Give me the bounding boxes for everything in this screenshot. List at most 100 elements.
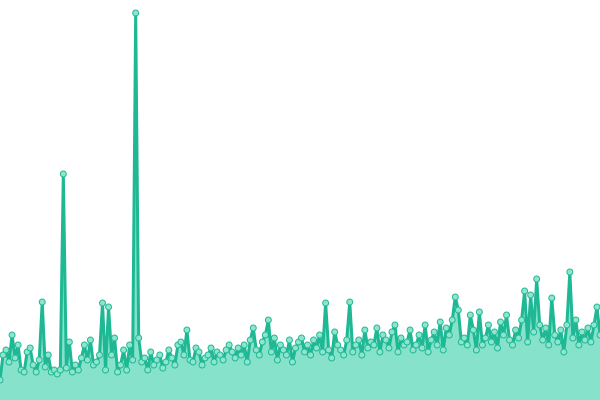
point (147, 348, 155, 356)
point (5, 358, 13, 366)
point (162, 358, 170, 366)
point (487, 338, 495, 346)
point (177, 338, 185, 346)
point (424, 348, 432, 356)
point (144, 366, 152, 374)
point (153, 356, 161, 364)
point (282, 351, 290, 359)
point (95, 351, 103, 359)
point (171, 361, 179, 369)
point (129, 356, 137, 364)
point (316, 331, 324, 339)
point (207, 344, 215, 352)
point (560, 348, 568, 356)
point (557, 326, 565, 334)
point (29, 361, 37, 369)
point (216, 351, 224, 359)
point (38, 298, 46, 306)
point (581, 336, 589, 344)
point (578, 328, 586, 336)
point (545, 341, 553, 349)
point (493, 344, 501, 352)
point (382, 336, 390, 344)
point (108, 351, 116, 359)
point (337, 346, 345, 354)
point (261, 331, 269, 339)
point (237, 351, 245, 359)
point (258, 338, 266, 346)
point (530, 328, 538, 336)
point (132, 9, 140, 17)
point (539, 336, 547, 344)
point (243, 358, 251, 366)
point (439, 346, 447, 354)
point (83, 356, 91, 364)
point (397, 334, 405, 342)
area-fill (0, 13, 600, 400)
point (32, 368, 40, 376)
point (198, 361, 206, 369)
point (65, 338, 73, 346)
point (120, 346, 128, 354)
point (165, 346, 173, 354)
point (518, 316, 526, 324)
point (334, 341, 342, 349)
point (92, 358, 100, 366)
point (554, 338, 562, 346)
point (255, 351, 263, 359)
point (385, 344, 393, 352)
point (575, 341, 583, 349)
point (68, 368, 76, 376)
point (524, 338, 532, 346)
point (391, 321, 399, 329)
point (346, 298, 354, 306)
point (304, 341, 312, 349)
point (276, 341, 284, 349)
point (222, 346, 230, 354)
point (288, 358, 296, 366)
point (340, 351, 348, 359)
point (460, 334, 468, 342)
point (584, 324, 592, 332)
point (62, 364, 70, 372)
point (264, 316, 272, 324)
point (240, 341, 248, 349)
point (117, 361, 125, 369)
point (454, 306, 462, 314)
point (331, 328, 339, 336)
point (481, 334, 489, 342)
point (8, 331, 16, 339)
point (445, 331, 453, 339)
point (35, 356, 43, 364)
point (150, 361, 158, 369)
point (159, 364, 167, 372)
point (74, 366, 82, 374)
point (105, 303, 113, 311)
point (433, 341, 441, 349)
point (373, 324, 381, 332)
point (71, 361, 79, 369)
point (99, 299, 107, 307)
point (111, 334, 119, 342)
point (596, 331, 600, 339)
point (409, 346, 417, 354)
point (463, 341, 471, 349)
point (442, 324, 450, 332)
point (310, 336, 318, 344)
point (319, 348, 327, 356)
point (135, 334, 143, 342)
point (0, 351, 7, 359)
point (228, 348, 236, 356)
point (448, 316, 456, 324)
point (406, 326, 414, 334)
point (506, 336, 514, 344)
point (475, 308, 483, 316)
point (469, 326, 477, 334)
point (26, 344, 34, 352)
point (231, 354, 239, 362)
point (527, 291, 535, 299)
point (234, 344, 242, 352)
point (379, 331, 387, 339)
